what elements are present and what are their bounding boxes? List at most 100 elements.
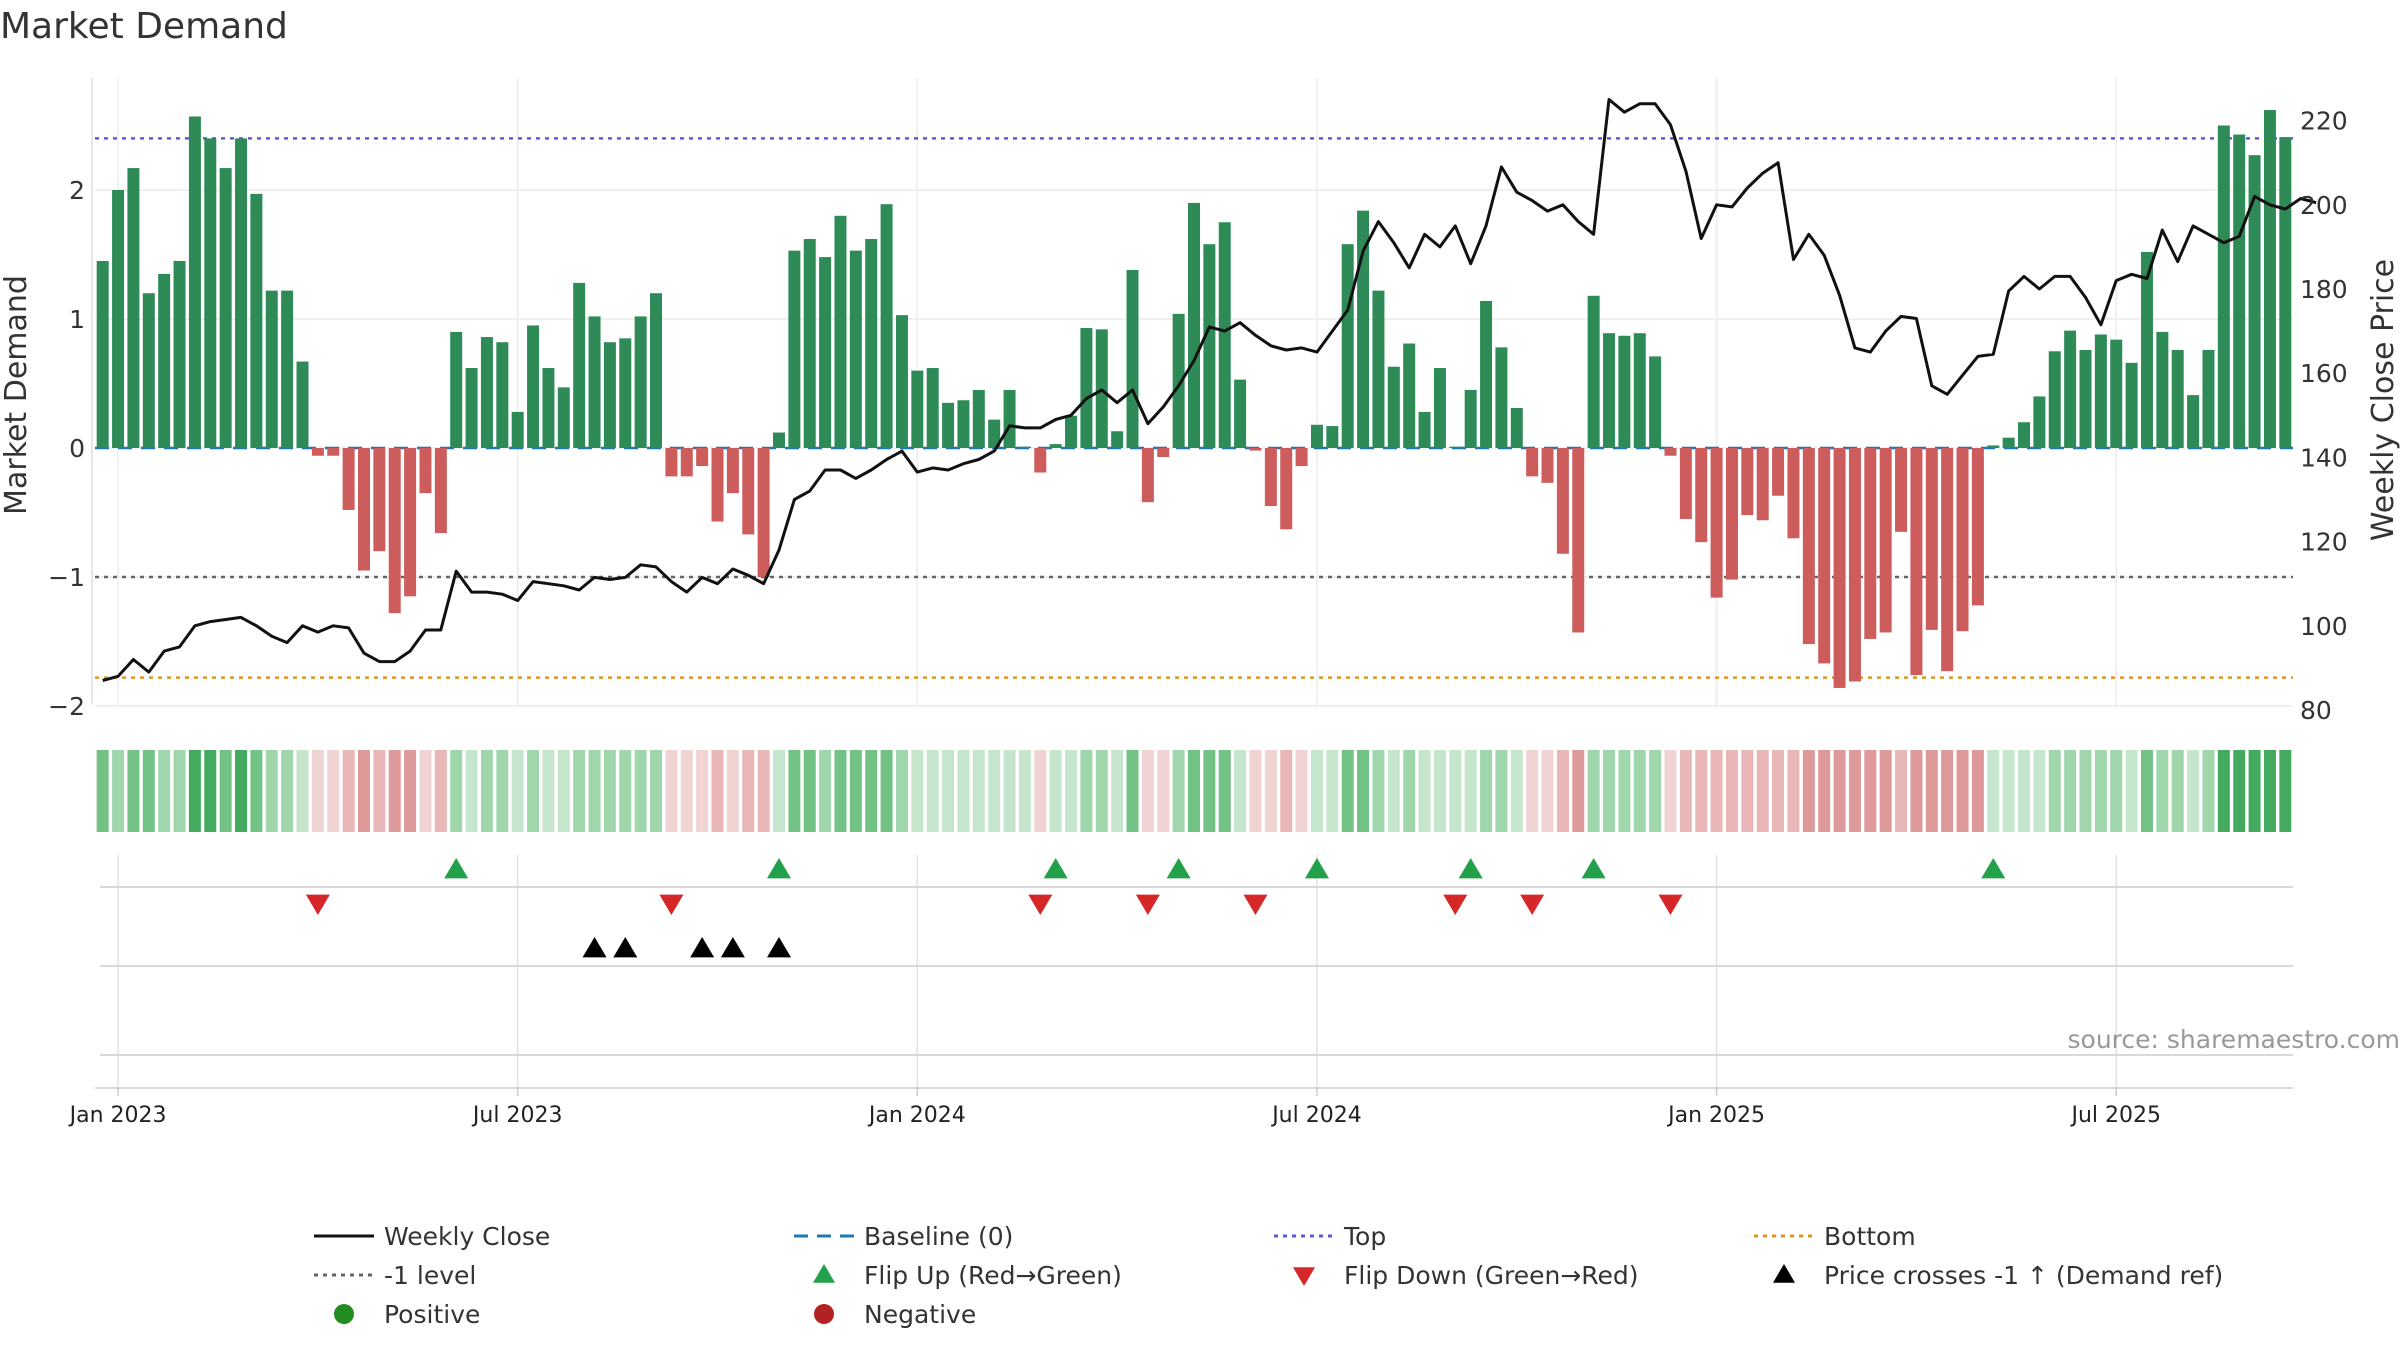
- demand-bar: [1157, 448, 1170, 458]
- demand-bar: [327, 448, 340, 456]
- demand-bar: [1433, 368, 1446, 448]
- strip-cell: [634, 750, 647, 832]
- strip-cell: [2018, 750, 2031, 832]
- demand-bar: [1003, 389, 1016, 448]
- strip-cell: [1003, 750, 1016, 832]
- legend-label: -1 level: [384, 1261, 476, 1290]
- demand-bar: [1695, 448, 1708, 543]
- demand-bar: [1587, 295, 1600, 448]
- demand-bar: [204, 138, 217, 448]
- y-tick-right-label: 80: [2300, 696, 2332, 725]
- price-cross-marker: [690, 937, 715, 958]
- demand-bar: [1848, 448, 1861, 682]
- demand-bar: [1018, 446, 1031, 448]
- x-tick-label: Jan 2025: [1666, 1103, 1765, 1128]
- legend-label: Baseline (0): [864, 1222, 1013, 1251]
- strip-cell: [281, 750, 294, 832]
- demand-bar: [1664, 448, 1677, 456]
- demand-bar: [404, 448, 417, 597]
- demand-bar: [1556, 448, 1569, 554]
- weekly-close-line: [102, 98, 2317, 682]
- strip-cell: [757, 750, 770, 832]
- x-tick-label: Jul 2023: [471, 1103, 563, 1128]
- strip-cell: [1310, 750, 1323, 832]
- demand-bar: [1341, 244, 1354, 448]
- strip-cell: [96, 750, 109, 832]
- strip-cell: [834, 750, 847, 832]
- flip-up-marker: [1304, 858, 1329, 879]
- strip-cell: [772, 750, 785, 832]
- demand-bar: [480, 337, 493, 448]
- event-markers-panel: [95, 858, 2293, 1089]
- flip-down-marker: [1243, 894, 1268, 915]
- y-tick-right-label: 120: [2300, 528, 2348, 557]
- demand-bar: [496, 342, 509, 448]
- demand-bar: [2002, 437, 2015, 448]
- demand-bar: [849, 250, 862, 448]
- demand-bar: [1326, 426, 1339, 448]
- strip-cell: [1480, 750, 1493, 832]
- strip-cell: [1741, 750, 1754, 832]
- strip-cell: [327, 750, 340, 832]
- demand-bar: [2110, 339, 2123, 448]
- strip-cell: [849, 750, 862, 832]
- demand-bar: [942, 402, 955, 448]
- demand-bar: [1065, 415, 1078, 448]
- legend-item: -1 level: [314, 1261, 476, 1290]
- demand-bar: [158, 273, 171, 448]
- demand-bar: [1618, 335, 1631, 448]
- demand-bar: [1464, 389, 1477, 448]
- strip-cell: [388, 750, 401, 832]
- legend-swatch: [334, 1304, 354, 1324]
- demand-bar: [1080, 328, 1093, 448]
- legend-label: Price crosses -1 ↑ (Demand ref): [1824, 1261, 2223, 1290]
- strip-cell: [972, 750, 985, 832]
- demand-bar: [1526, 448, 1539, 477]
- demand-bar: [250, 193, 263, 448]
- y-tick-right-label: 160: [2300, 359, 2348, 388]
- strip-cell: [1111, 750, 1124, 832]
- legend-label: Positive: [384, 1300, 480, 1329]
- strip-cell: [2079, 750, 2092, 832]
- demand-bar: [557, 387, 570, 448]
- strip-cell: [650, 750, 663, 832]
- strip-cell: [880, 750, 893, 832]
- demand-bar: [742, 448, 755, 535]
- demand-bar: [1710, 448, 1723, 598]
- demand-bar: [1895, 448, 1908, 532]
- demand-bar: [373, 448, 386, 552]
- strip-cell: [2064, 750, 2077, 832]
- demand-bar: [650, 293, 663, 448]
- demand-bar: [2125, 362, 2138, 448]
- demand-bar: [603, 342, 616, 448]
- demand-bar: [2064, 330, 2077, 448]
- demand-bar: [957, 400, 970, 448]
- strip-cell: [742, 750, 755, 832]
- y-tick-right-label: 180: [2300, 275, 2348, 304]
- demand-bar: [1818, 448, 1831, 664]
- flip-down-marker: [1443, 894, 1468, 915]
- strip-cell: [788, 750, 801, 832]
- demand-bar: [1049, 444, 1062, 448]
- strip-cell: [496, 750, 509, 832]
- strip-cell: [188, 750, 201, 832]
- strip-cell: [1295, 750, 1308, 832]
- legend-swatch: [814, 1304, 834, 1324]
- strip-cell: [450, 750, 463, 832]
- strip-cell: [1095, 750, 1108, 832]
- strip-cell: [1895, 750, 1908, 832]
- demand-bar: [1449, 446, 1462, 448]
- strip-cell: [1649, 750, 1662, 832]
- strip-cell: [603, 750, 616, 832]
- legend-label: Flip Up (Red→Green): [864, 1261, 1122, 1290]
- strip-cell: [1848, 750, 1861, 832]
- y-tick-right-label: 140: [2300, 443, 2348, 472]
- demand-bar: [1372, 290, 1385, 448]
- demand-bar: [757, 448, 770, 577]
- demand-bar: [2048, 351, 2061, 448]
- strip-cell: [696, 750, 709, 832]
- demand-bar: [1925, 448, 1938, 630]
- demand-bar: [1741, 448, 1754, 516]
- demand-bar: [911, 370, 924, 448]
- demand-bar: [988, 419, 1001, 448]
